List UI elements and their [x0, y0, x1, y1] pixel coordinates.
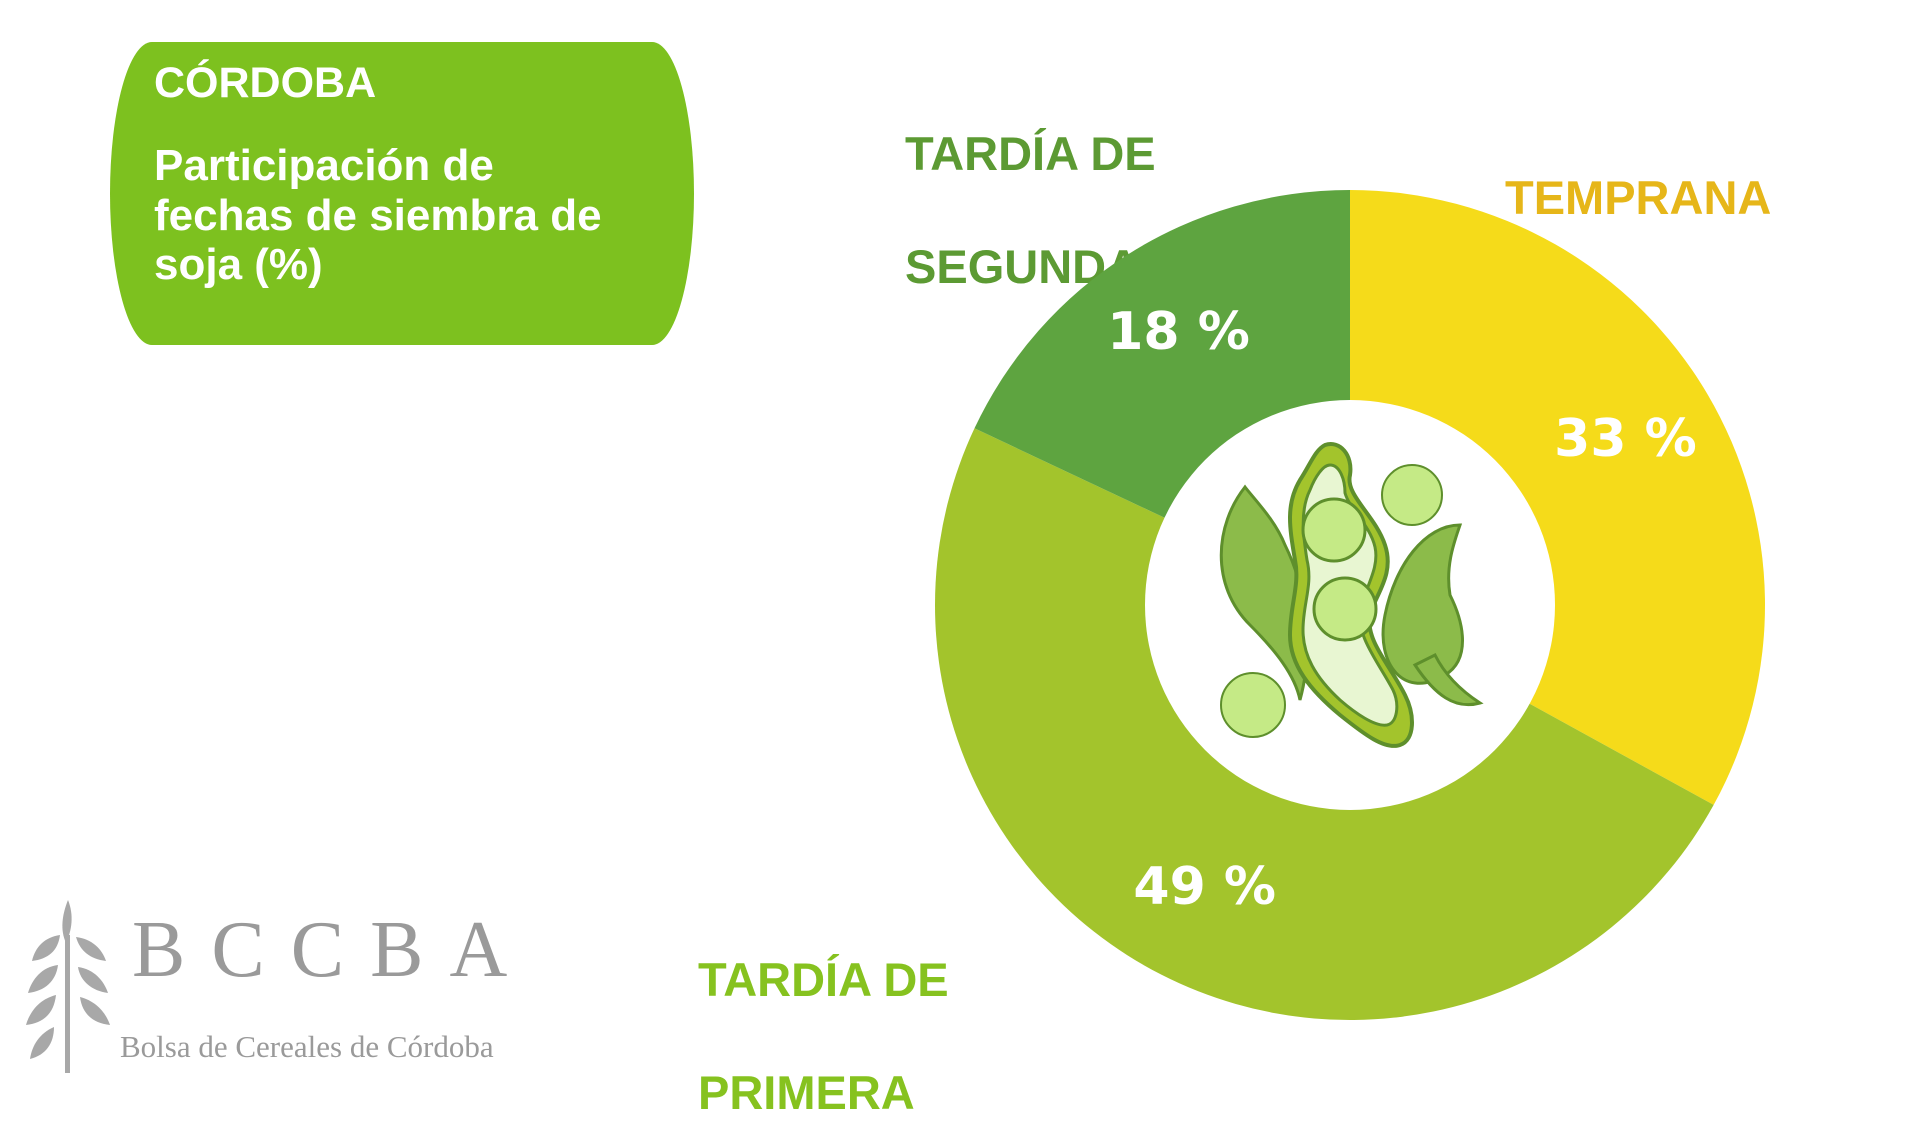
label-tardia-primera-line-1: TARDÍA DE [698, 953, 949, 1007]
slice-value-tardia-segunda: 18 % [1107, 302, 1250, 362]
slice-value-temprana: 33 % [1554, 409, 1697, 469]
title-box: CÓRDOBA Participación de fechas de siemb… [110, 42, 694, 345]
bccba-logo: BCCBA Bolsa de Cereales de Córdoba [20, 895, 560, 1075]
region-title: CÓRDOBA [154, 59, 377, 107]
chart-subtitle: Participación de fechas de siembra de so… [154, 141, 602, 289]
slice-value-tardia-primera: 49 % [1133, 857, 1276, 917]
label-tardia-segunda: TARDÍA DE SEGUNDA [905, 70, 1156, 296]
logo-name: BCCBA [132, 906, 534, 994]
soybean-pod-icon [1219, 442, 1484, 748]
label-temprana: TEMPRANA [1505, 114, 1771, 227]
donut-chart: 33 % 49 % 18 % [935, 190, 1766, 1020]
label-tardia-segunda-line-1: TARDÍA DE [905, 127, 1156, 181]
logo-org-name: Bolsa de Cereales de Córdoba [120, 1029, 494, 1064]
label-temprana-line-1: TEMPRANA [1505, 171, 1772, 225]
wheat-logo-icon [26, 900, 110, 1073]
